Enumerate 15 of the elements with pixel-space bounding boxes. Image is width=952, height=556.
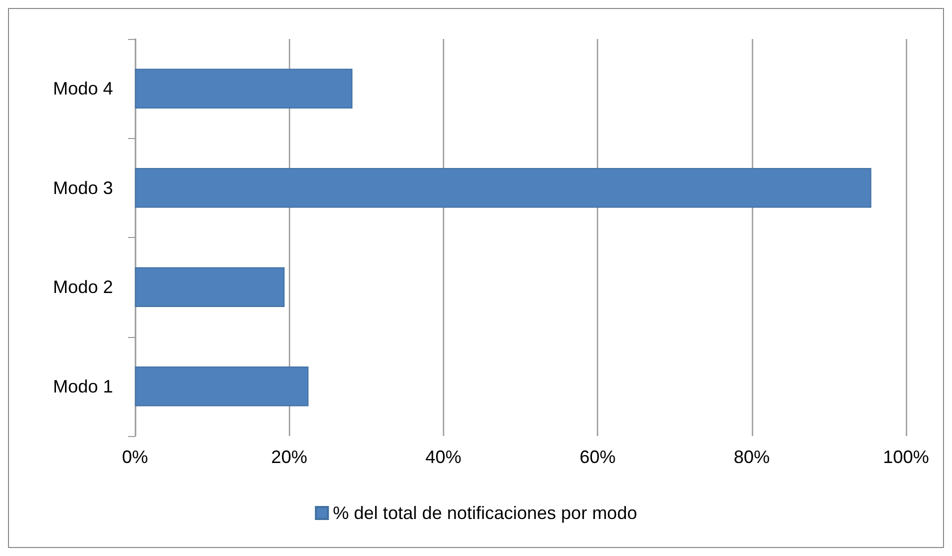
legend-label: % del total de notificaciones por modo: [332, 503, 638, 523]
x-tick-label: 40%: [425, 447, 462, 467]
bar: [135, 168, 872, 208]
bar: [135, 267, 285, 307]
y-tick-label: Modo 1: [52, 376, 113, 396]
y-tick-label: Modo 3: [52, 178, 113, 198]
y-tick-label: Modo 4: [52, 78, 113, 99]
y-tick-label: Modo 2: [52, 277, 113, 298]
bar: [135, 366, 308, 406]
x-tick-label: 0%: [122, 447, 148, 467]
x-tick-label: 80%: [734, 447, 770, 467]
x-tick-label: 60%: [580, 447, 616, 467]
x-tick-label: 100%: [882, 447, 930, 467]
bar: [135, 68, 352, 108]
x-tick-label: 20%: [271, 447, 308, 467]
